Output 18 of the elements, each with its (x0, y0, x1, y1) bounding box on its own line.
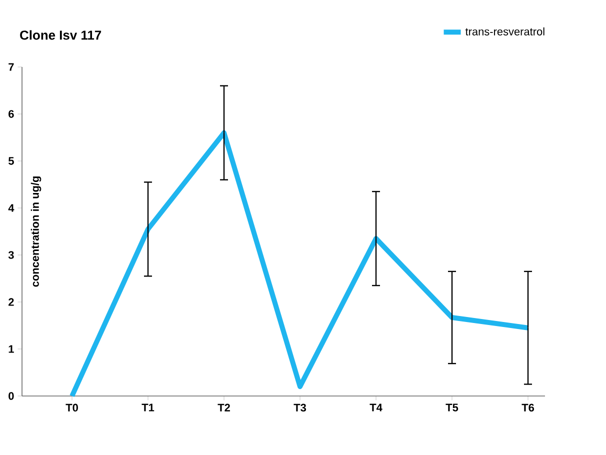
y-tick-label: 4 (8, 204, 14, 212)
y-tick-label: 7 (8, 63, 14, 71)
y-axis-title: concentration in ug/g (30, 176, 42, 287)
y-tick-label: 2 (8, 298, 14, 306)
legend-label: trans-resveratrol (465, 27, 544, 36)
x-tick-label: T4 (370, 404, 382, 412)
y-tick-label: 6 (8, 110, 14, 118)
y-tick-label: 0 (8, 392, 14, 400)
y-tick-label: 3 (8, 251, 14, 259)
y-tick-label: 1 (8, 345, 14, 353)
x-tick-label: T0 (66, 404, 78, 412)
x-tick-label: T5 (446, 404, 458, 412)
x-tick-label: T6 (522, 404, 534, 412)
x-tick-label: T1 (142, 404, 154, 412)
chart-title: Clone Isv 117 (20, 30, 102, 40)
y-tick-label: 5 (8, 157, 14, 165)
x-tick-label: T2 (218, 404, 230, 412)
x-tick-label: T3 (294, 404, 306, 412)
